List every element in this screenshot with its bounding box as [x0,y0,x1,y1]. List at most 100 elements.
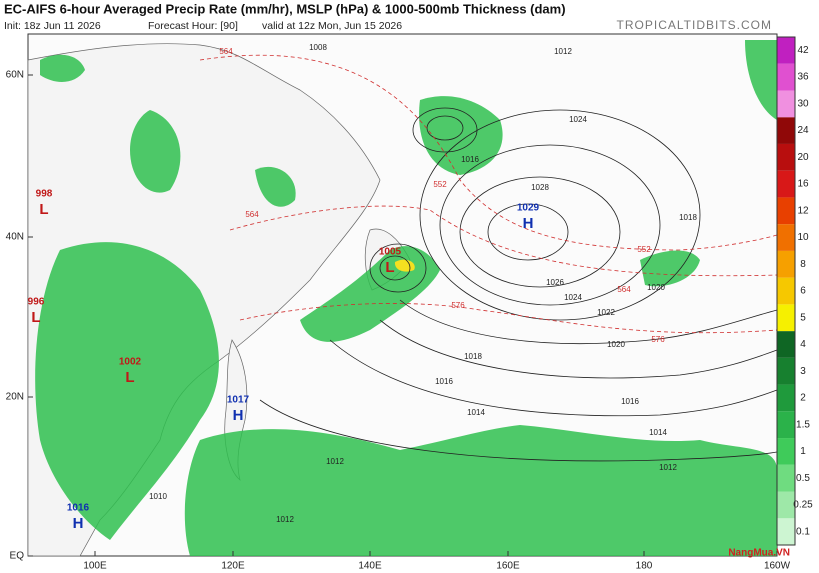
colorbar-label: 24 [797,125,809,136]
colorbar-swatch [777,170,795,198]
pressure-center-type: L [125,369,134,386]
colorbar-label: 0.5 [796,473,810,484]
colorbar-label: 4 [800,339,806,350]
pressure-center-value: 998 [36,189,53,200]
map-area: 1029H1005L1017H1002L1016H998L996L1028102… [27,33,778,557]
isobar-label: 1010 [149,492,167,501]
colorbar-swatch [777,491,795,519]
colorbar-frame [776,36,796,546]
colorbar-swatch [777,250,795,278]
isobar-label: 1020 [607,340,625,349]
longitude-label: 140E [358,561,382,572]
isobar-label: 1012 [326,457,344,466]
colorbar-swatch [777,90,795,118]
pressure-center-type: H [523,215,534,232]
pressure-center-type: L [31,309,40,326]
isobar-label: 1014 [467,408,485,417]
isobar-label: 1028 [531,183,549,192]
colorbar-swatch [777,438,795,465]
longitude-label: 160W [764,561,791,572]
isobar-label: 1008 [309,43,327,52]
longitude-label: 180 [636,561,653,572]
latitude-label: EQ [10,551,25,562]
isobar-label: 1018 [464,352,482,361]
thickness-lines [199,54,778,334]
pressure-center-value: 1002 [119,357,142,368]
init-time: Init: 18z Jun 11 2026 [4,20,101,32]
pressure-center-value: 1029 [517,203,540,214]
isobar-label: 1016 [621,397,639,406]
title: EC-AIFS 6-hour Averaged Precip Rate (mm/… [4,1,566,16]
colorbar-swatch [777,277,795,305]
pressure-center-value: 1016 [67,503,90,514]
colorbar-label: 10 [797,232,809,243]
pressure-center-value: 996 [28,297,45,308]
isobar-label: 1020 [647,283,665,292]
latitude-label: 60N [6,70,24,81]
thickness-label: 576 [651,335,665,344]
colorbar-label: 6 [800,286,806,297]
thickness-label: 576 [451,301,465,310]
longitude-label: 160E [496,561,520,572]
colorbar-label: 5 [800,312,806,323]
colorbar-label: 0.1 [796,526,810,537]
latitude-label: 40N [6,232,24,243]
forecast-hour: Forecast Hour: [90] [148,20,238,32]
thickness-label: 552 [433,180,447,189]
pressure-center-type: L [385,259,394,276]
valid-time: valid at 12z Mon, Jun 15 2026 [262,20,402,32]
colorbar-label: 8 [800,259,806,270]
isobar-label: 1012 [276,515,294,524]
colorbar-label: 16 [797,179,809,190]
isobar-label: 1024 [564,293,582,302]
colorbar-label: 30 [797,98,809,109]
isobar-label: 1024 [569,115,587,124]
latitude-label: 20N [6,392,24,403]
pressure-center-type: L [39,201,48,218]
isobar-label: 1012 [659,463,677,472]
thickness-label: 564 [617,285,631,294]
colorbar-label: 2 [800,393,806,404]
isobar-label: 1016 [435,377,453,386]
watermark: NangMua.VN [728,548,790,559]
colorbar-swatch [777,117,795,144]
isobar-label: 1016 [461,155,479,164]
colorbar-swatch [777,304,795,332]
thickness-label: 564 [245,210,259,219]
colorbar-swatch [777,224,795,251]
colorbar-swatch [777,411,795,439]
isobar-label: 1022 [597,308,615,317]
isobar-label: 1018 [679,213,697,222]
colorbar-swatch [777,518,795,545]
colorbar-swatch [777,37,795,64]
longitude-label: 120E [221,561,245,572]
colorbar-swatch [777,464,795,492]
colorbar-swatch [777,331,795,358]
colorbar-label: 0.25 [793,500,813,511]
colorbar-label: 36 [797,72,809,83]
colorbar-label: 42 [797,45,809,56]
site-logo: TROPICALTIDBITS.COM [617,18,772,32]
colorbar-swatch [777,384,795,412]
colorbar-swatch [777,197,795,225]
colorbar-label: 1 [800,446,806,457]
colorbar-swatch [777,357,795,385]
colorbar-label: 1.5 [796,419,810,430]
isobar-label: 1026 [546,278,564,287]
pressure-center-value: 1017 [227,395,250,406]
pressure-center-value: 1005 [379,247,402,258]
colorbar-label: 12 [797,205,809,216]
isobar-label: 1014 [649,428,667,437]
longitude-label: 100E [83,561,107,572]
isobars [259,107,778,462]
colorbar-swatch [777,143,795,171]
colorbar-label: 20 [797,152,809,163]
colorbar-label: 3 [800,366,806,377]
thickness-label: 564 [219,47,233,56]
thickness-label: 552 [637,245,651,254]
pressure-center-type: H [73,515,84,532]
pressure-center-type: H [233,407,244,424]
colorbar-swatch [777,63,795,91]
isobar-label: 1012 [554,47,572,56]
